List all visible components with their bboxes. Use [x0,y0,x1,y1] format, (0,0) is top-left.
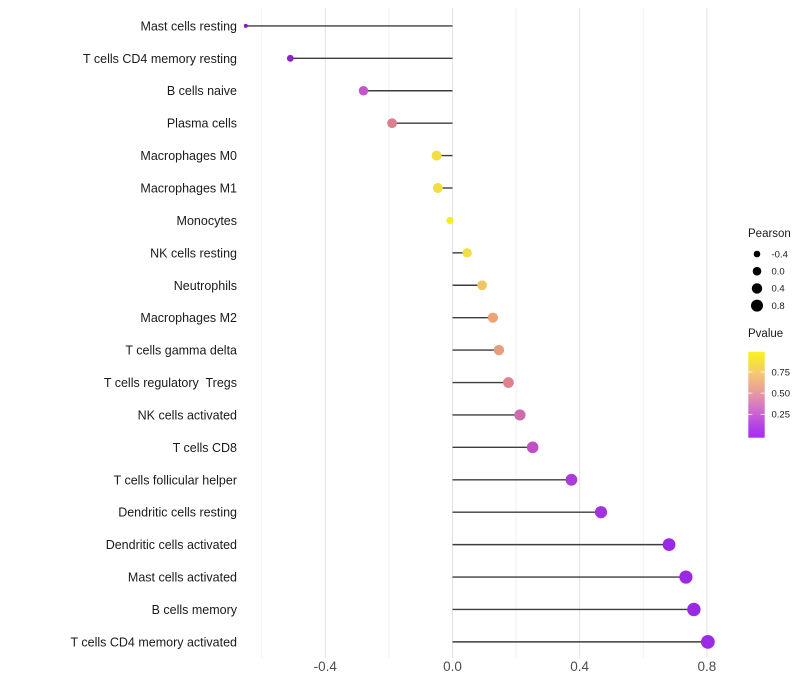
y-axis-label: Neutrophils [174,279,237,293]
data-point [477,280,487,291]
size-legend-dot [753,250,761,258]
size-legend-dot [752,266,762,276]
size-legend-title: Pearson [748,228,791,240]
data-point [446,216,454,225]
data-point [662,538,676,552]
colorbar-tick-label: 0.25 [772,410,791,421]
data-point [431,150,442,161]
data-point [387,118,397,129]
y-axis-label: T cells CD8 [173,441,237,455]
y-axis-label: T cells gamma delta [125,344,237,358]
y-axis-label: NK cells activated [138,408,237,422]
y-axis-label: Macrophages M0 [140,149,237,163]
size-legend-label: 0.0 [772,267,785,278]
y-axis-label: Macrophages M2 [140,311,237,325]
y-axis-label: B cells memory [152,603,238,617]
x-axis-tick-label: 0.8 [698,659,717,674]
data-point [679,570,693,584]
y-axis-label: Plasma cells [167,117,237,131]
y-axis-label: Mast cells resting [140,19,237,33]
data-point [243,23,248,28]
data-point [286,54,294,62]
data-point [487,312,498,323]
data-point [687,602,701,617]
colorbar-title: Pvalue [748,328,783,340]
x-axis-tick-label: 0.0 [443,659,462,674]
y-axis-label: T cells CD4 memory resting [83,52,237,66]
data-point [503,377,514,388]
y-axis-label: B cells naive [167,84,237,98]
colorbar-gradient [748,351,765,438]
y-axis-label: T cells CD4 memory activated [71,635,238,649]
data-point [594,506,608,519]
y-axis-label: Dendritic cells resting [118,506,237,520]
size-legend-label: 0.8 [772,301,785,312]
size-legend-dot [751,283,763,294]
data-point [493,344,505,356]
size-legend-label: 0.4 [772,284,785,295]
y-axis-label: T cells regulatory Tregs [104,376,237,390]
x-axis-tick-label: -0.4 [314,659,338,674]
y-axis-label: Monocytes [177,214,237,228]
data-point [358,86,369,96]
data-point [565,473,578,486]
colorbar-tick-label: 0.50 [772,389,791,400]
data-point [700,634,715,649]
data-point [432,183,443,193]
colorbar-tick-label: 0.75 [772,367,791,378]
x-axis-tick-label: 0.4 [570,659,589,674]
data-point [514,409,526,421]
y-axis-label: Dendritic cells activated [106,538,237,552]
y-axis-label: Macrophages M1 [140,182,237,196]
size-legend-dot [751,299,763,312]
y-axis-label: T cells follicular helper [114,473,237,487]
data-point [526,441,539,454]
y-axis-label: NK cells resting [150,246,237,260]
size-legend-label: -0.4 [772,249,788,260]
y-axis-label: Mast cells activated [128,571,237,585]
data-point [462,248,472,258]
